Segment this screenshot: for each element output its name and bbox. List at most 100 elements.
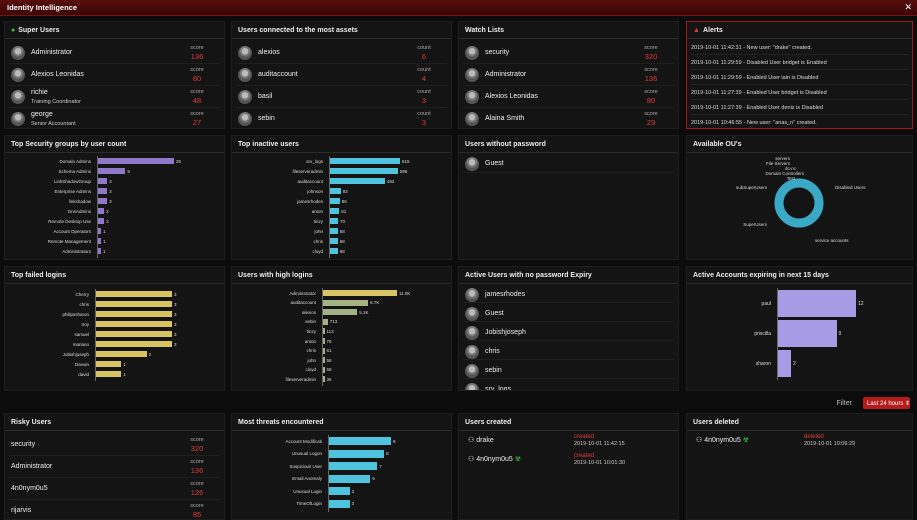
bar[interactable] xyxy=(96,321,172,327)
bar[interactable] xyxy=(329,487,350,495)
list-item[interactable]: basil count 3 xyxy=(236,86,447,108)
list-item[interactable]: sebin count 3 xyxy=(236,108,447,128)
ou-label: Test xyxy=(787,176,796,181)
bar[interactable] xyxy=(329,437,391,445)
bar[interactable] xyxy=(323,338,325,344)
bar[interactable] xyxy=(98,228,102,234)
bar[interactable] xyxy=(778,350,791,377)
bar[interactable] xyxy=(330,218,338,224)
list-item[interactable]: chris xyxy=(463,341,674,360)
bar[interactable] xyxy=(96,291,172,297)
bar[interactable] xyxy=(330,228,338,234)
bar-value-label: 3 xyxy=(174,301,177,307)
bar-label: johnson xyxy=(307,188,323,194)
alert-item[interactable]: 2019-10-01 11:42:31 - New user: "drake" … xyxy=(691,40,908,55)
list-item[interactable]: Administrator score 136 xyxy=(9,456,220,478)
bar[interactable] xyxy=(96,311,172,317)
alert-item[interactable]: 2019-10-01 11:29:59 - Enabled User iain … xyxy=(691,70,908,85)
bar-value-label: 86 xyxy=(341,198,347,204)
bar[interactable] xyxy=(98,158,174,164)
bar[interactable] xyxy=(330,188,341,194)
score-value: 80 xyxy=(646,96,656,105)
list-item[interactable]: Administrator score 136 xyxy=(463,64,674,86)
bar[interactable] xyxy=(98,218,105,224)
alert-item[interactable]: 2019-10-01 11:27:39 - Enabled User deniz… xyxy=(691,100,908,115)
bar[interactable] xyxy=(323,309,358,316)
bar[interactable] xyxy=(323,299,369,306)
bar[interactable] xyxy=(330,248,338,254)
bar[interactable] xyxy=(330,178,385,184)
bar[interactable] xyxy=(98,178,108,184)
bar[interactable] xyxy=(330,208,340,214)
alert-item[interactable]: 2019-10-01 10:46:55 - New user: "anas_n"… xyxy=(691,115,908,128)
time-range-dropdown[interactable]: Last 24 hours ⇕ xyxy=(863,397,910,409)
alert-item[interactable]: 2019-10-01 11:29:59 - Disabled User brid… xyxy=(691,55,908,70)
bar[interactable] xyxy=(98,198,108,204)
list-item[interactable]: srv_logs xyxy=(463,379,674,390)
list-item[interactable]: Alaina Smith score 29 xyxy=(463,108,674,128)
bar[interactable] xyxy=(330,238,338,244)
user-name: Guest xyxy=(485,160,504,167)
bar-value-label: 58 xyxy=(326,357,332,363)
event-user[interactable]: ⚇ drake xyxy=(468,436,494,444)
bar-label: TimeOfLogin xyxy=(296,501,322,506)
bar[interactable] xyxy=(96,371,122,377)
bar[interactable] xyxy=(323,318,328,325)
user-name: basil xyxy=(258,93,273,100)
list-item[interactable]: jamesrhodes xyxy=(463,284,674,303)
risky-users-panel: Risky Users security score 320 Administrato… xyxy=(4,413,225,520)
bar[interactable] xyxy=(98,248,102,254)
bar[interactable] xyxy=(96,341,172,347)
list-item[interactable]: Guest xyxy=(463,303,674,322)
bar-value-label: 7 xyxy=(379,463,382,469)
list-item[interactable]: Alexios Leonidas score 80 xyxy=(463,86,674,108)
list-item[interactable]: Guest xyxy=(463,153,674,173)
bar[interactable] xyxy=(98,238,102,244)
list-item[interactable]: Jobishjoseph xyxy=(463,322,674,341)
list-item[interactable]: auditaccount count 4 xyxy=(236,64,447,86)
alert-item[interactable]: 2019-10-01 11:27:39 - Enabled User bridg… xyxy=(691,85,908,100)
bar[interactable] xyxy=(329,449,385,458)
score-label: score xyxy=(190,45,204,51)
event-date: 2019-10-01 11:42:15 xyxy=(574,441,625,447)
list-item[interactable]: alexios count 6 xyxy=(236,42,447,64)
bar[interactable] xyxy=(96,351,147,357)
bar[interactable] xyxy=(323,366,325,373)
bar[interactable] xyxy=(98,168,126,174)
bar-label: troy xyxy=(81,321,89,327)
list-item[interactable]: security score 320 xyxy=(463,42,674,64)
event-user[interactable]: ⚇ 4n0nym0u5 ☢ xyxy=(468,455,521,463)
bar-label: Suspicious User xyxy=(289,463,322,469)
list-item[interactable]: security score 320 xyxy=(9,434,220,456)
avatar xyxy=(11,46,25,60)
bar[interactable] xyxy=(323,347,325,354)
bar[interactable] xyxy=(329,462,378,470)
list-item[interactable]: richie Training Coordinator score 48 xyxy=(9,86,220,108)
bar[interactable] xyxy=(96,331,172,337)
bar[interactable] xyxy=(98,208,105,214)
list-item[interactable]: Administrator score 136 xyxy=(9,42,220,64)
bar[interactable] xyxy=(323,376,325,383)
bar[interactable] xyxy=(330,158,400,164)
list-item[interactable]: george Senior Accountant score 27 xyxy=(9,108,220,128)
close-icon[interactable]: ✕ xyxy=(904,2,912,12)
list-item[interactable]: Alexios Leonidas score 80 xyxy=(9,64,220,86)
bar[interactable] xyxy=(329,474,371,483)
event-user[interactable]: ⚇ 4n0nym0u5 ☢ xyxy=(696,436,749,444)
bar[interactable] xyxy=(96,361,122,367)
bar[interactable] xyxy=(330,198,340,204)
bar[interactable] xyxy=(98,188,108,194)
bar[interactable] xyxy=(778,290,856,317)
list-item[interactable]: 4n0nym0u5 score 126 xyxy=(9,478,220,500)
bar[interactable] xyxy=(323,328,325,335)
bar[interactable] xyxy=(778,320,837,347)
bar[interactable] xyxy=(330,168,398,174)
bar[interactable] xyxy=(323,290,397,296)
bar[interactable] xyxy=(329,499,350,508)
bar-value-label: 6.7K xyxy=(370,300,380,306)
bar-label: anton xyxy=(311,208,323,214)
bar[interactable] xyxy=(323,357,325,364)
bar[interactable] xyxy=(96,301,172,307)
list-item[interactable]: rijarvis score 85 xyxy=(9,500,220,519)
list-item[interactable]: sebin xyxy=(463,360,674,379)
